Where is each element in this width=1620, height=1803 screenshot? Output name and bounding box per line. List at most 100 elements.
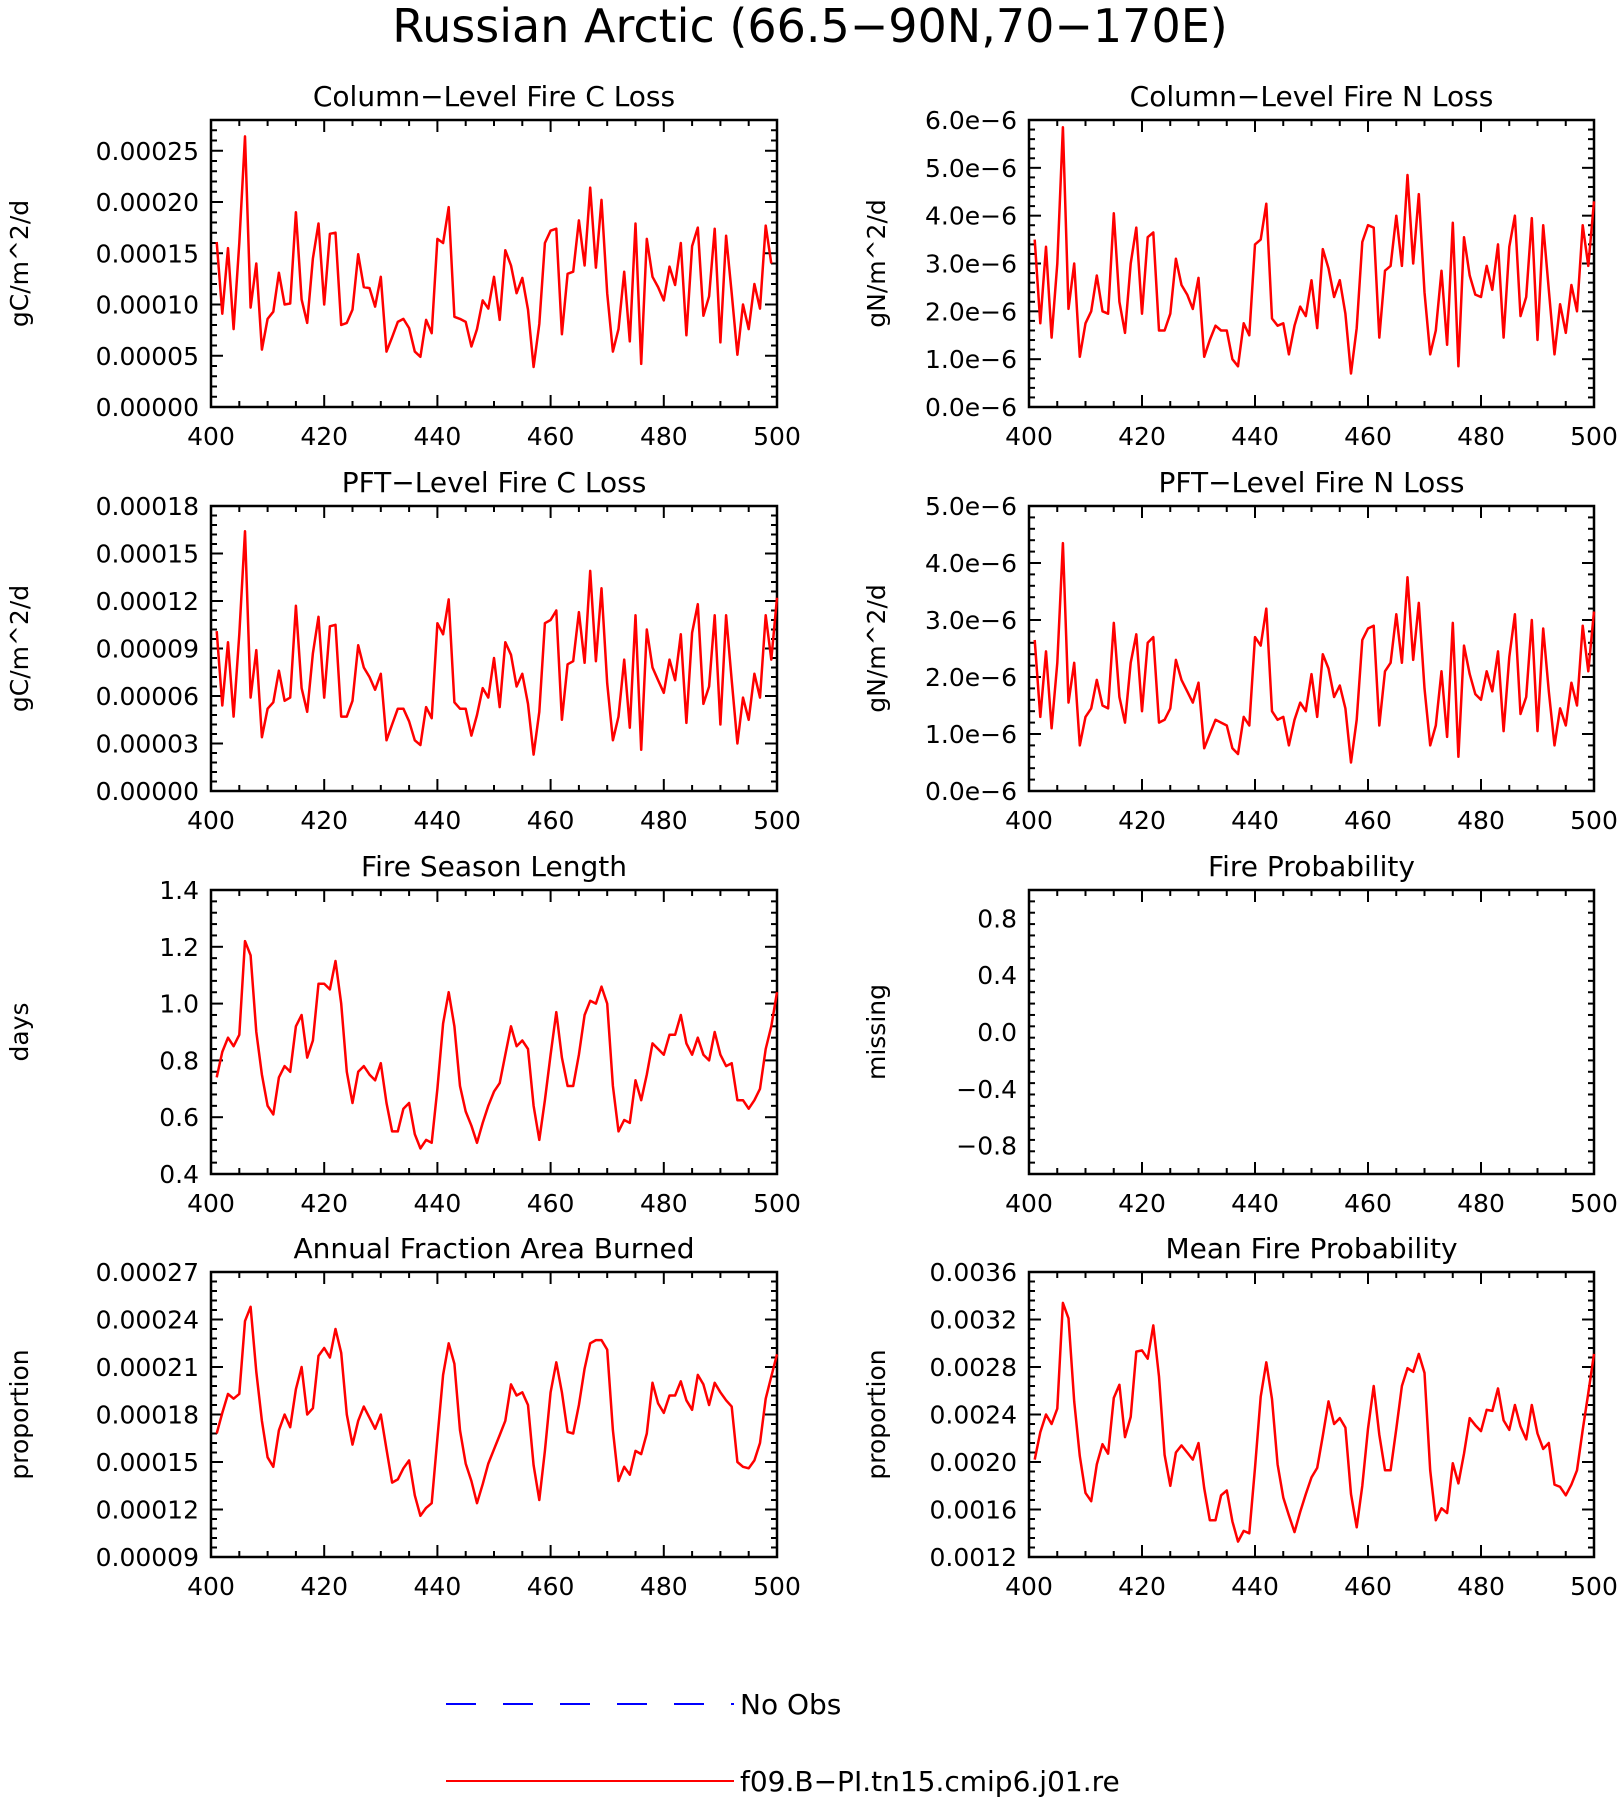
y-tick-label: 0.4 — [977, 961, 1017, 990]
plot-frame — [1027, 1270, 1596, 1559]
x-tick-label: 480 — [640, 422, 688, 451]
x-tick-label: 460 — [527, 422, 575, 451]
y-tick-label: 4.0e−6 — [925, 549, 1017, 578]
legend-label-model: f09.B−PI.tn15.cmip6.j01.re — [740, 1765, 1120, 1798]
x-tick-label: 400 — [1005, 1189, 1053, 1218]
y-tick-label: 0.00003 — [96, 730, 199, 759]
x-tick-label: 480 — [1457, 1572, 1505, 1601]
series-line — [1033, 1301, 1596, 1543]
x-tick-label: 500 — [1570, 1572, 1618, 1601]
y-tick-label: 0.00010 — [96, 291, 199, 320]
x-tick-label: 400 — [187, 422, 235, 451]
x-tick-label: 420 — [300, 1572, 348, 1601]
panel-6: 400 420 440 460 480 500 0.00009 0.00012 0.00015 0… — [5, 1232, 801, 1601]
x-tick-label: 420 — [1118, 1572, 1166, 1601]
y-tick-label: 4.0e−6 — [925, 202, 1017, 231]
x-tick-label: 400 — [1005, 806, 1053, 835]
x-tick-label: 460 — [1344, 422, 1392, 451]
x-tick-label: 500 — [1570, 806, 1618, 835]
series-line — [1033, 541, 1596, 764]
x-tick-label: 480 — [640, 1572, 688, 1601]
y-tick-label: 0.00000 — [96, 393, 199, 422]
x-tick-label: 460 — [527, 1189, 575, 1218]
y-axis-label: gC/m^2/d — [5, 200, 34, 327]
y-tick-label: 0.0024 — [930, 1401, 1017, 1430]
x-tick-label: 480 — [1457, 1189, 1505, 1218]
panel-7: 400 420 440 460 480 500 0.0012 0.0016 0.0020 0.00… — [862, 1232, 1618, 1601]
y-tick-label: 2.0e−6 — [925, 297, 1017, 326]
panel-title: PFT−Level Fire C Loss — [342, 466, 647, 499]
y-tick-label: 0.00006 — [96, 682, 199, 711]
x-tick-label: 440 — [1231, 806, 1279, 835]
x-tick-label: 460 — [527, 806, 575, 835]
y-axis-label: proportion — [862, 1349, 891, 1479]
y-tick-label: 0.00018 — [96, 492, 199, 521]
legend: No Obs f09.B−PI.tn15.cmip6.j01.re — [446, 1688, 1120, 1798]
y-tick-label: 0.00018 — [96, 1401, 199, 1430]
x-tick-label: 440 — [414, 422, 462, 451]
plot-frame — [209, 1270, 779, 1559]
chart-panels: 400 420 440 460 480 500 0.00000 0.00005 0.00010 0… — [5, 80, 1618, 1601]
y-tick-label: 0.0028 — [930, 1353, 1017, 1382]
y-tick-label: 0.00027 — [96, 1258, 199, 1287]
y-tick-label: 1.4 — [159, 876, 199, 905]
y-axis-label: proportion — [5, 1349, 34, 1479]
series-line — [1033, 125, 1596, 375]
x-tick-label: 420 — [1118, 806, 1166, 835]
panel-5: 400 420 440 460 480 500 −0.8 −0.4 0.0 0.4 0.8 Fire … — [862, 850, 1618, 1218]
x-tick-label: 500 — [753, 1189, 801, 1218]
y-tick-label: 1.2 — [159, 933, 199, 962]
panel-title: PFT−Level Fire N Loss — [1158, 466, 1464, 499]
panel-4: 400 420 440 460 480 500 0.4 0.6 0.8 1.0 1.2 1.4 Fire… — [5, 850, 801, 1218]
y-tick-label: 3.0e−6 — [925, 606, 1017, 635]
y-tick-label: 0.0016 — [930, 1496, 1017, 1525]
x-tick-label: 500 — [753, 422, 801, 451]
legend-label-no-obs: No Obs — [740, 1688, 841, 1721]
panel-title: Column−Level Fire C Loss — [313, 80, 675, 113]
y-tick-label: 2.0e−6 — [925, 663, 1017, 692]
x-tick-label: 460 — [1344, 806, 1392, 835]
x-tick-label: 400 — [187, 806, 235, 835]
y-tick-label: 5.0e−6 — [925, 154, 1017, 183]
x-tick-label: 400 — [1005, 1572, 1053, 1601]
x-tick-label: 480 — [640, 1189, 688, 1218]
y-tick-label: 0.00024 — [96, 1306, 199, 1335]
x-tick-label: 400 — [1005, 422, 1053, 451]
y-tick-label: 0.0032 — [930, 1306, 1017, 1335]
panel-2: 400 420 440 460 480 500 0.00000 0.00003 0.00006 0… — [5, 466, 801, 835]
series-line — [215, 135, 773, 369]
y-tick-label: 0.0020 — [930, 1448, 1017, 1477]
panel-1: 400 420 440 460 480 500 0.0e−6 1.0e−6 2.0e−6 3.0e… — [862, 80, 1618, 451]
y-axis-label: gC/m^2/d — [5, 585, 34, 712]
panel-title: Annual Fraction Area Burned — [294, 1232, 695, 1265]
y-tick-label: 0.0e−6 — [925, 393, 1017, 422]
y-tick-label: 0.0 — [977, 1018, 1017, 1047]
x-tick-label: 480 — [1457, 422, 1505, 451]
y-tick-label: 0.00015 — [96, 540, 199, 569]
y-tick-label: 0.4 — [159, 1160, 199, 1189]
panel-title: Mean Fire Probability — [1165, 1232, 1457, 1265]
panel-title: Fire Probability — [1208, 850, 1415, 883]
x-tick-label: 460 — [1344, 1189, 1392, 1218]
plot-frame — [1027, 888, 1596, 1176]
y-tick-label: 5.0e−6 — [925, 492, 1017, 521]
y-tick-label: 0.8 — [159, 1046, 199, 1075]
y-tick-label: 0.00021 — [96, 1353, 199, 1382]
y-tick-label: 1.0e−6 — [925, 345, 1017, 374]
y-axis-label: days — [5, 1002, 34, 1061]
x-tick-label: 420 — [1118, 422, 1166, 451]
y-tick-label: 0.00005 — [96, 342, 199, 371]
x-tick-label: 420 — [1118, 1189, 1166, 1218]
y-tick-label: 0.8 — [977, 904, 1017, 933]
y-tick-label: 3.0e−6 — [925, 250, 1017, 279]
x-tick-label: 480 — [1457, 806, 1505, 835]
x-tick-label: 500 — [753, 806, 801, 835]
y-tick-label: 0.00012 — [96, 587, 199, 616]
y-tick-label: −0.8 — [956, 1132, 1017, 1161]
y-tick-label: 0.0012 — [930, 1543, 1017, 1572]
y-tick-label: 0.00009 — [96, 635, 199, 664]
y-tick-label: 1.0 — [159, 990, 199, 1019]
x-tick-label: 440 — [414, 1189, 462, 1218]
x-tick-label: 500 — [1570, 1189, 1618, 1218]
